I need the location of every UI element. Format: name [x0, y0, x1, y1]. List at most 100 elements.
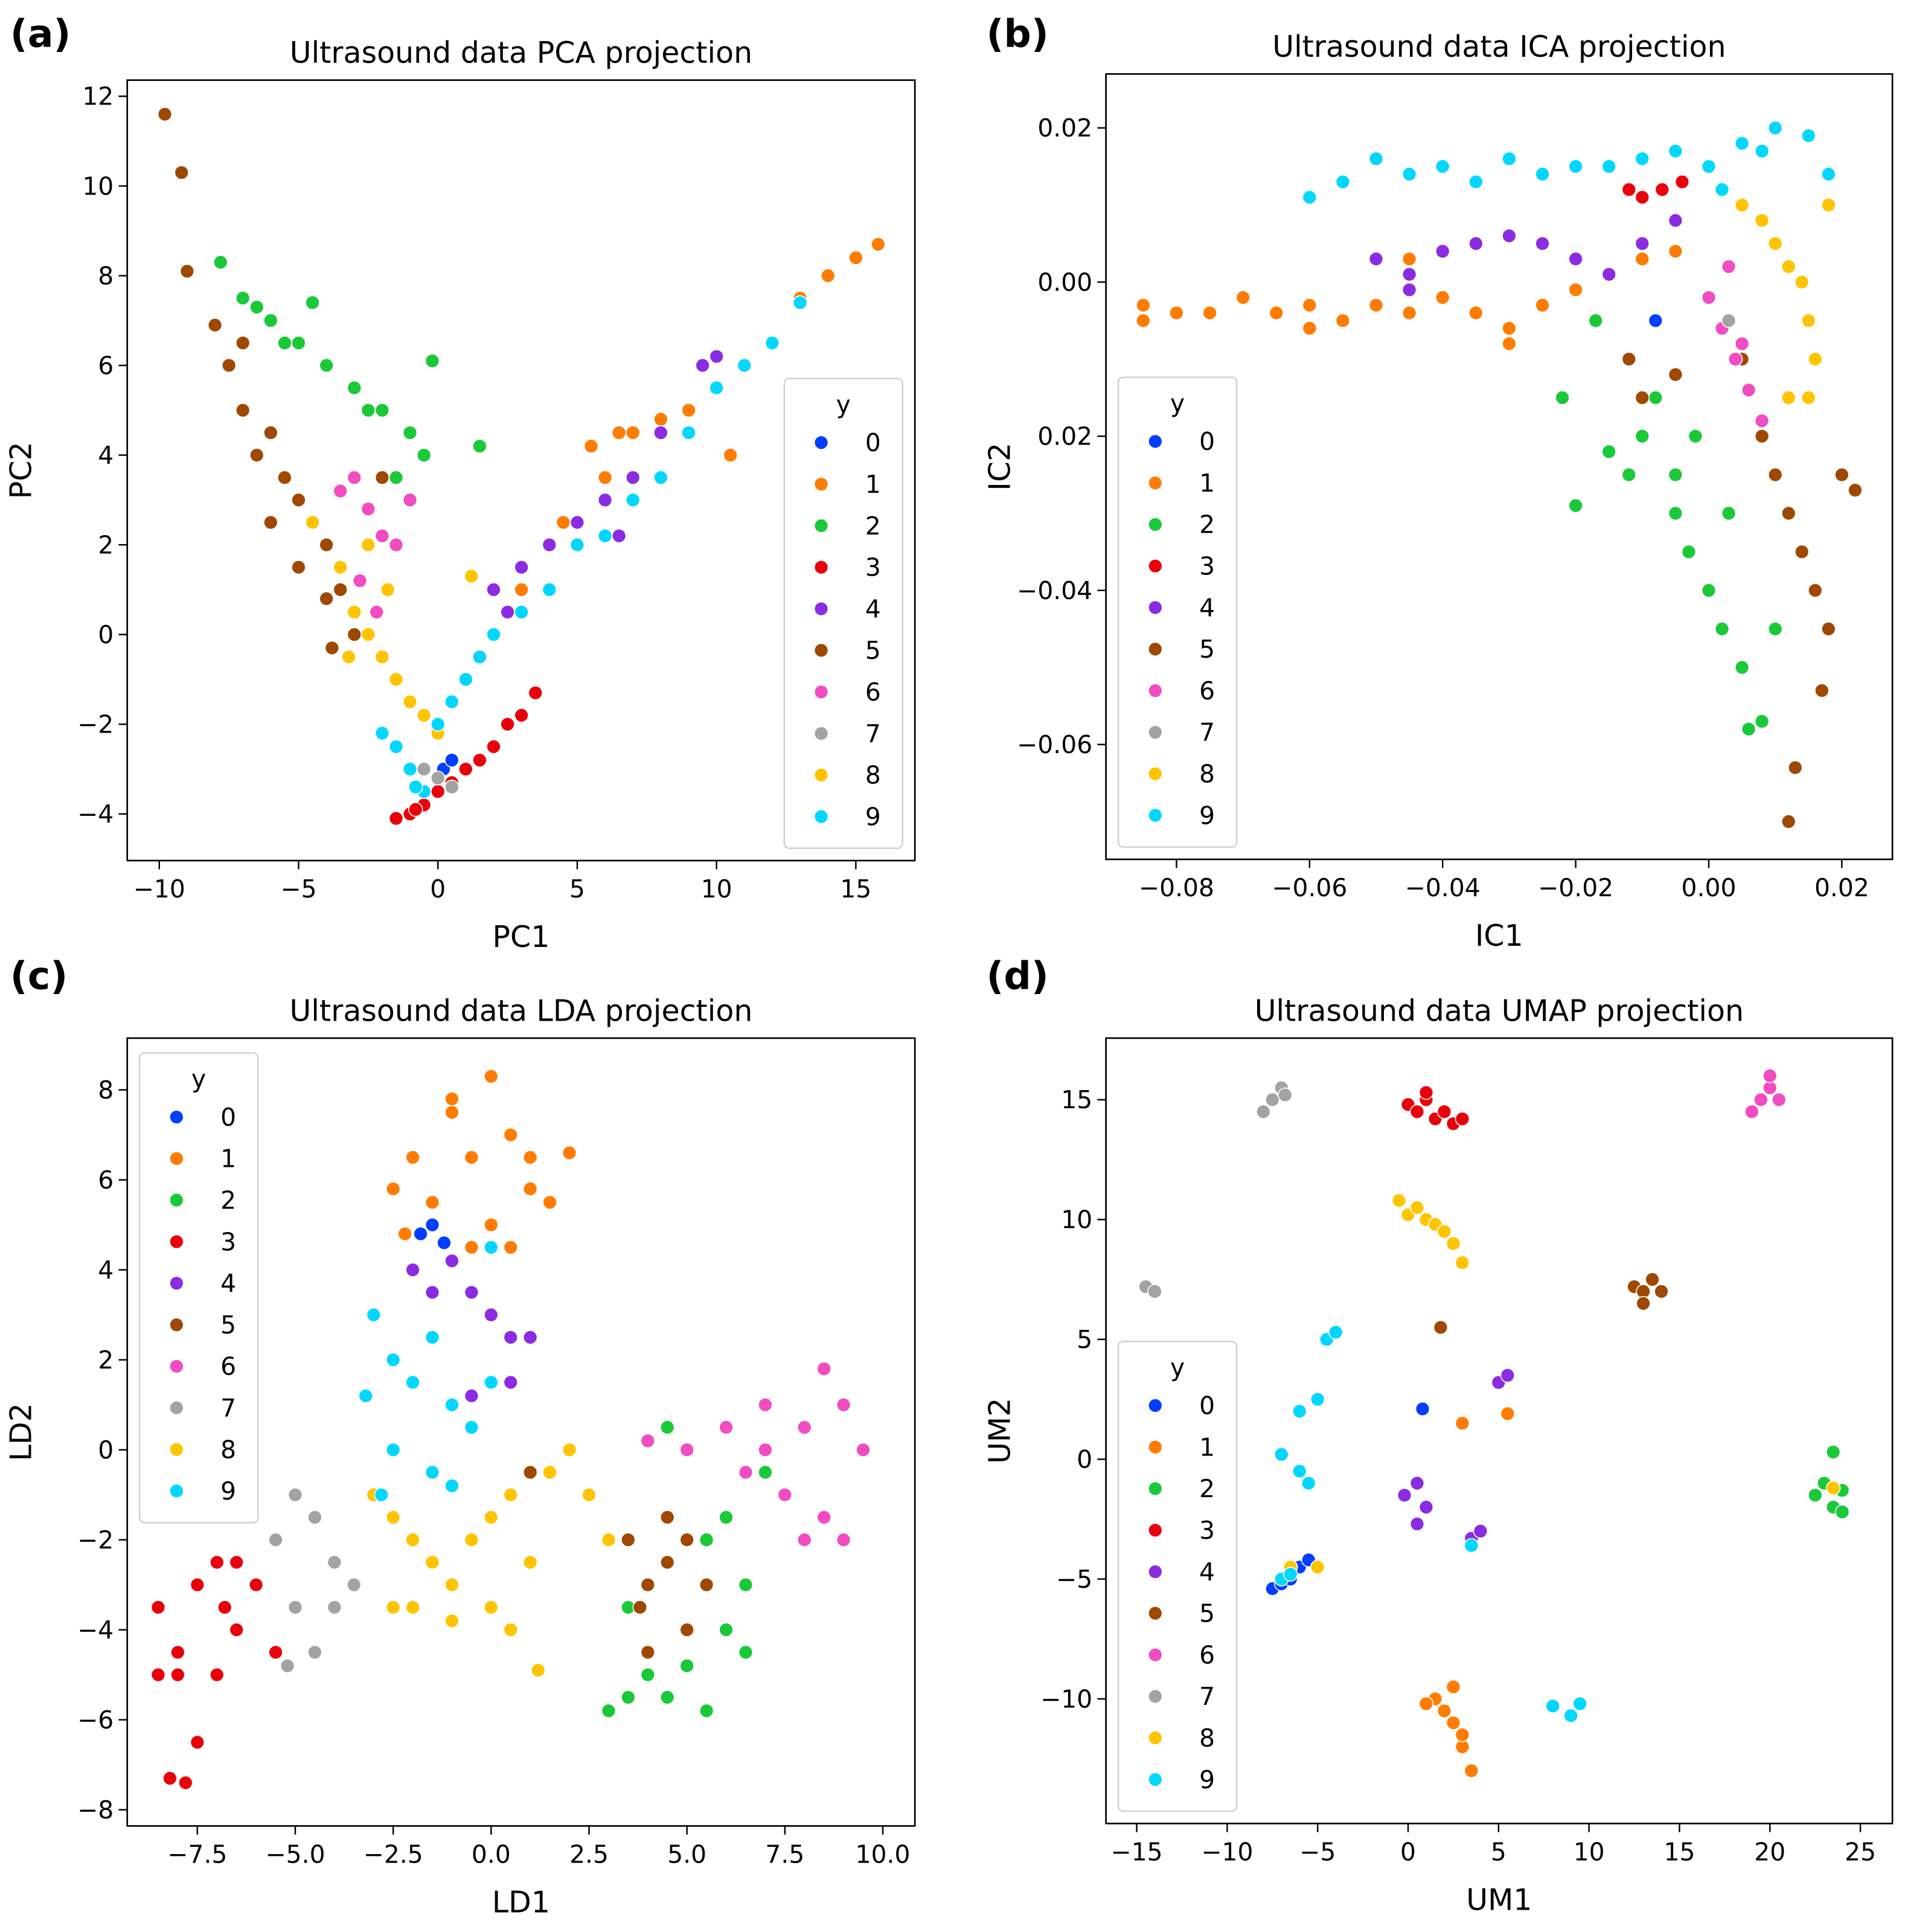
point: [1464, 1538, 1479, 1553]
point: [1648, 313, 1663, 329]
point: [486, 582, 501, 597]
x-tick-label: 15: [840, 875, 871, 903]
point: [444, 1105, 459, 1120]
y-tick-label: 6: [98, 351, 114, 380]
y-tick-label: −2: [77, 1526, 114, 1555]
legend-marker: [813, 560, 829, 575]
point: [1668, 467, 1683, 483]
legend-marker: [813, 518, 829, 533]
point: [1634, 390, 1650, 405]
point: [758, 1397, 773, 1413]
point: [660, 1510, 675, 1525]
point: [1568, 251, 1583, 267]
legend-marker: [1148, 1647, 1163, 1663]
x-tick-label: −0.04: [1405, 873, 1481, 902]
legend-label: 3: [1199, 1516, 1215, 1545]
point: [1502, 336, 1517, 351]
point: [1235, 290, 1250, 305]
point: [1455, 1255, 1470, 1271]
y-tick-label: 10: [82, 172, 114, 201]
point: [484, 1069, 499, 1084]
point: [388, 810, 404, 826]
point: [1588, 313, 1603, 329]
point: [458, 672, 473, 687]
point: [581, 1487, 597, 1503]
y-tick-label: 8: [98, 262, 114, 290]
legend-label: 7: [865, 719, 881, 748]
point: [157, 106, 173, 122]
point: [1468, 174, 1484, 190]
legend-marker: [1148, 1730, 1163, 1745]
point: [699, 1577, 714, 1593]
point: [397, 1226, 412, 1242]
point: [484, 1375, 499, 1390]
point: [1435, 290, 1450, 305]
point: [1435, 243, 1450, 259]
x-tick-label: −10: [1201, 1838, 1253, 1867]
point: [207, 317, 223, 333]
legend-marker: [1148, 1606, 1163, 1621]
x-tick-label: −5: [1299, 1838, 1336, 1867]
point: [679, 1658, 694, 1674]
point: [679, 1442, 694, 1457]
point: [738, 1465, 754, 1480]
point: [1825, 1445, 1841, 1460]
point: [388, 537, 404, 553]
point: [1409, 1516, 1425, 1532]
point: [681, 425, 696, 440]
x-tick-label: 25: [1845, 1838, 1876, 1867]
point: [1744, 1104, 1759, 1120]
point: [1502, 228, 1517, 243]
point: [444, 1577, 459, 1593]
point: [1727, 351, 1743, 367]
point: [405, 1375, 420, 1390]
x-tick-label: 20: [1754, 1838, 1785, 1867]
point: [263, 425, 278, 440]
x-tick-label: 5.0: [667, 1840, 706, 1869]
legend-marker: [1148, 434, 1163, 449]
point: [1436, 1224, 1452, 1239]
point: [402, 492, 418, 508]
legend-title: y: [836, 390, 851, 419]
point: [1688, 429, 1703, 444]
point: [464, 1420, 479, 1435]
legend-marker: [1148, 807, 1163, 823]
point: [1654, 1284, 1669, 1299]
point: [1668, 243, 1683, 259]
point: [611, 425, 627, 440]
point: [1734, 336, 1750, 351]
point: [640, 1577, 656, 1593]
legend-label: 4: [220, 1269, 236, 1298]
chart-title: Ultrasound data ICA projection: [1272, 30, 1726, 64]
y-tick-label: 4: [98, 1256, 114, 1285]
y-tick-label: 4: [98, 441, 114, 470]
point: [268, 1532, 283, 1547]
point: [235, 335, 251, 351]
point: [472, 438, 487, 454]
legend-marker: [1148, 1398, 1163, 1413]
point: [1310, 1391, 1325, 1407]
point: [503, 1330, 519, 1345]
point: [1681, 544, 1697, 559]
legend-marker: [813, 726, 829, 741]
point: [1721, 313, 1737, 329]
x-tick-label: −0.08: [1139, 873, 1214, 902]
point: [1545, 1698, 1560, 1714]
point: [263, 515, 278, 530]
point: [1418, 1500, 1434, 1515]
point: [291, 335, 306, 351]
point: [1464, 1763, 1479, 1779]
point: [816, 1510, 831, 1525]
point: [388, 739, 404, 754]
point: [738, 1645, 754, 1660]
point: [287, 1600, 303, 1615]
point: [347, 605, 362, 620]
panel-label: (b): [987, 11, 1049, 56]
point: [1436, 1703, 1452, 1719]
y-axis-label: UM2: [982, 1398, 1017, 1463]
legend-label: 2: [865, 512, 881, 541]
point: [229, 1622, 244, 1637]
point: [229, 1555, 244, 1570]
point: [1801, 128, 1816, 143]
